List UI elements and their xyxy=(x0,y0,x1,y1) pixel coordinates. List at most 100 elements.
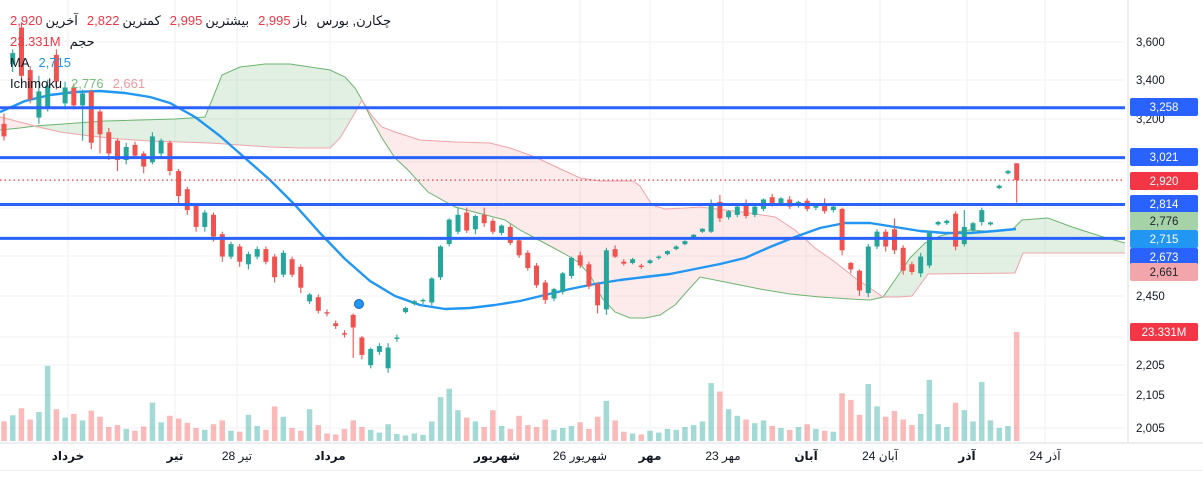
candle xyxy=(280,252,286,275)
candle xyxy=(149,136,155,163)
candle xyxy=(1005,171,1011,174)
time-axis-label: مهر xyxy=(638,449,662,463)
candle xyxy=(778,198,784,204)
candle xyxy=(263,249,269,262)
price-badge-label: 2,920 xyxy=(1150,176,1179,188)
price-badge xyxy=(1130,98,1198,116)
candle xyxy=(307,294,313,302)
price-axis[interactable]: 3,600 3,400 3,200 2,450 2,205 2,105 2,005 3,258… xyxy=(1127,0,1203,478)
candle xyxy=(464,212,470,231)
candle xyxy=(734,206,740,215)
symbol-title[interactable]: چکارن, بورس xyxy=(316,12,392,28)
legend-open-pair: 2,995 باز xyxy=(258,13,307,29)
candle xyxy=(926,232,932,266)
candle xyxy=(839,208,845,251)
volume-value: 23.331M xyxy=(10,34,61,49)
candle xyxy=(228,244,234,257)
candle xyxy=(534,265,539,286)
price-badge xyxy=(1130,263,1198,281)
candle xyxy=(455,214,461,232)
candle xyxy=(1014,163,1020,180)
price-badge-label: 2,673 xyxy=(1150,252,1179,264)
time-axis-label: آبان xyxy=(794,448,818,463)
candle xyxy=(359,337,365,355)
candle xyxy=(830,206,836,211)
candle xyxy=(560,273,566,292)
price-badge-label: 2,715 xyxy=(1150,234,1179,246)
candle xyxy=(88,91,94,143)
time-axis[interactable]: خرداد تیر 28 تیر مرداد شهریور 26 شهریور مهر 23 … xyxy=(0,442,1203,471)
candle xyxy=(394,337,400,339)
low-label: کمترین xyxy=(122,12,161,28)
senkou-b-value: 2,661 xyxy=(112,76,146,91)
event-dot[interactable] xyxy=(354,299,364,309)
price-badge xyxy=(1130,148,1198,166)
candle xyxy=(935,222,941,225)
support-lines[interactable] xyxy=(0,106,1125,240)
price-badge-label: 2,776 xyxy=(1150,216,1179,228)
candle xyxy=(158,140,164,154)
candle xyxy=(665,251,670,255)
candle xyxy=(53,54,59,82)
candle xyxy=(176,171,182,197)
candle xyxy=(411,301,417,304)
price-badge-label: 2,814 xyxy=(1150,199,1179,211)
last-label: آخرین xyxy=(45,12,78,28)
candle xyxy=(848,263,854,270)
last-value: 2,920 xyxy=(10,13,43,28)
candle xyxy=(953,213,959,247)
candle xyxy=(595,283,601,306)
candle xyxy=(726,211,732,218)
price-badge xyxy=(1130,212,1198,230)
candle xyxy=(324,312,330,314)
price-badge-label: 23.331M xyxy=(1142,327,1187,339)
candle xyxy=(211,214,216,237)
candle xyxy=(115,140,120,160)
price-tick: 3,200 xyxy=(1136,114,1165,126)
time-axis-label: 24 آذر xyxy=(1029,448,1061,464)
candle xyxy=(193,205,199,227)
time-axis-label: 24 آبان xyxy=(862,448,898,463)
price-tick: 3,600 xyxy=(1136,37,1165,49)
candle xyxy=(857,270,862,291)
candle xyxy=(516,240,522,256)
price-badge-label: 3,258 xyxy=(1150,102,1179,114)
candle xyxy=(45,85,51,108)
price-tick: 2,105 xyxy=(1136,390,1165,402)
price-tick: 2,005 xyxy=(1136,423,1165,435)
candle xyxy=(499,225,505,233)
time-axis-label: خرداد xyxy=(52,449,85,463)
low-value: 2,822 xyxy=(86,13,120,28)
ichimoku-label[interactable]: Ichimoku xyxy=(10,76,63,91)
candle xyxy=(656,256,662,258)
legend-ichimoku-row: Ichimoku 2,776 2,661 xyxy=(10,73,391,94)
candle xyxy=(918,256,924,274)
ma-label[interactable]: MA xyxy=(10,55,30,70)
price-badge-label: 3,021 xyxy=(1150,152,1179,164)
time-axis-label: مرداد xyxy=(314,449,345,463)
candle xyxy=(27,70,33,100)
legend-low-pair: 2,822 کمترین xyxy=(87,13,161,29)
ma-value: 2,715 xyxy=(38,55,72,70)
price-badge xyxy=(1130,230,1198,248)
legend-ohlc-row: 2,920 آخرین 2,822 کمترین 2,995 بیشترین 2… xyxy=(10,10,391,31)
candle xyxy=(691,234,697,238)
candle xyxy=(996,185,1002,188)
candle xyxy=(385,347,391,369)
ma-line[interactable] xyxy=(0,89,1017,311)
candle xyxy=(97,111,103,135)
candle xyxy=(62,87,68,104)
candle xyxy=(909,264,915,272)
candle xyxy=(472,216,478,230)
time-axis-label: تیر xyxy=(166,449,184,463)
volume-bars xyxy=(1,332,1020,441)
candle xyxy=(106,132,112,154)
price-tick: 3,400 xyxy=(1136,75,1165,87)
candle xyxy=(141,153,147,167)
candle xyxy=(80,93,86,106)
candle xyxy=(438,246,443,278)
candle xyxy=(944,220,950,224)
candle xyxy=(19,27,24,76)
